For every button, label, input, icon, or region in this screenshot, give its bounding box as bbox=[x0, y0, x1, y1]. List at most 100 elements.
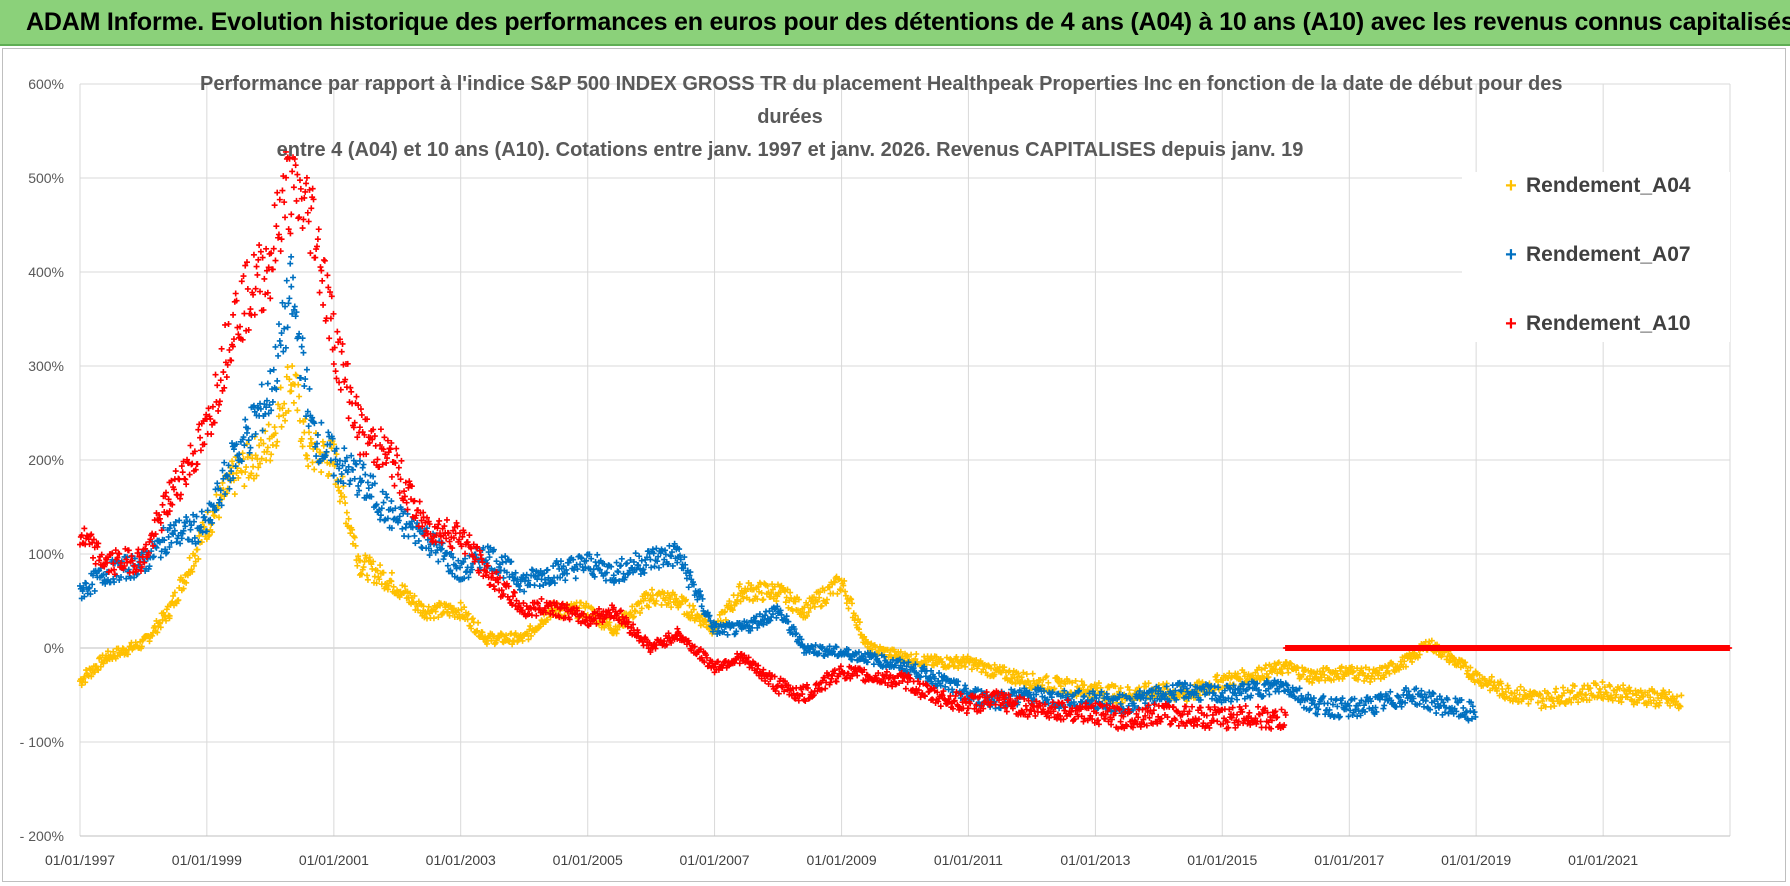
data-point-a04 bbox=[272, 430, 279, 437]
data-point-a04 bbox=[1055, 675, 1062, 682]
data-point-a07 bbox=[1105, 696, 1112, 703]
data-point-a07 bbox=[228, 468, 235, 475]
data-point-a04 bbox=[1579, 686, 1586, 693]
report-banner: ADAM Informe. Evolution historique des p… bbox=[0, 0, 1790, 46]
data-point-a07 bbox=[614, 568, 621, 575]
data-point-a07 bbox=[157, 554, 164, 561]
data-point-a07 bbox=[535, 572, 542, 579]
data-point-a04 bbox=[1014, 677, 1021, 684]
data-point-a04 bbox=[760, 596, 767, 603]
data-point-a04 bbox=[170, 592, 177, 599]
data-point-a07 bbox=[545, 574, 552, 581]
data-point-a07 bbox=[398, 506, 405, 513]
data-point-a04 bbox=[320, 442, 327, 449]
data-point-a10 bbox=[253, 263, 260, 270]
data-point-a10 bbox=[247, 306, 254, 313]
data-point-a04 bbox=[1548, 694, 1555, 701]
data-point-a04 bbox=[390, 583, 397, 590]
data-point-a07 bbox=[929, 680, 936, 687]
data-point-a04 bbox=[1321, 671, 1328, 678]
data-point-a07 bbox=[218, 502, 225, 509]
data-point-a04 bbox=[1330, 676, 1337, 683]
data-point-a04 bbox=[642, 595, 649, 602]
data-point-a07 bbox=[424, 536, 431, 543]
data-point-a04 bbox=[84, 672, 91, 679]
data-point-a07 bbox=[118, 574, 125, 581]
data-point-a07 bbox=[1142, 700, 1149, 707]
data-point-a07 bbox=[433, 541, 440, 548]
data-point-a07 bbox=[588, 555, 595, 562]
data-point-a07 bbox=[452, 562, 459, 569]
data-point-a10 bbox=[220, 369, 227, 376]
data-point-a07 bbox=[761, 616, 768, 623]
data-point-a07 bbox=[525, 577, 532, 584]
data-point-a04 bbox=[376, 576, 383, 583]
data-point-a07 bbox=[572, 575, 579, 582]
data-point-a07 bbox=[327, 441, 334, 448]
data-point-a07 bbox=[77, 582, 83, 589]
data-point-a04 bbox=[1237, 676, 1244, 683]
data-point-a10 bbox=[216, 398, 223, 405]
data-point-a10 bbox=[272, 257, 279, 264]
data-point-a04 bbox=[1587, 685, 1594, 692]
data-point-a07 bbox=[226, 485, 233, 492]
data-point-a10 bbox=[208, 431, 215, 438]
data-point-a07 bbox=[243, 429, 250, 436]
data-point-a07 bbox=[774, 603, 781, 610]
data-point-a07 bbox=[428, 547, 435, 554]
data-point-a04 bbox=[156, 619, 163, 626]
data-point-a07 bbox=[224, 473, 231, 480]
data-point-a04 bbox=[1455, 660, 1462, 667]
data-point-a07 bbox=[173, 539, 180, 546]
data-point-a07 bbox=[480, 544, 487, 551]
data-point-a04 bbox=[1624, 694, 1631, 701]
data-point-a04 bbox=[273, 442, 280, 449]
data-point-a04 bbox=[1117, 685, 1124, 692]
data-point-a04 bbox=[229, 458, 236, 465]
data-point-a07 bbox=[1101, 695, 1108, 702]
data-point-a07 bbox=[435, 558, 442, 565]
data-point-a07 bbox=[555, 561, 562, 568]
data-point-a07 bbox=[80, 584, 87, 591]
data-point-a04 bbox=[855, 626, 862, 633]
data-point-a04 bbox=[1516, 691, 1523, 698]
data-point-a07 bbox=[153, 544, 160, 551]
data-point-a04 bbox=[789, 607, 796, 614]
data-point-a07 bbox=[1049, 689, 1056, 696]
data-point-a07 bbox=[512, 569, 519, 576]
data-point-a10 bbox=[1278, 706, 1285, 713]
data-point-a07 bbox=[697, 592, 704, 599]
data-point-a10 bbox=[538, 595, 545, 602]
data-point-a04 bbox=[826, 584, 833, 591]
data-point-a07 bbox=[111, 579, 118, 586]
data-point-a10 bbox=[334, 328, 341, 335]
data-point-a04 bbox=[1560, 684, 1567, 691]
data-point-a07 bbox=[1183, 685, 1190, 692]
data-point-a04 bbox=[1586, 697, 1593, 704]
data-point-a04 bbox=[662, 594, 669, 601]
data-point-a07 bbox=[329, 435, 336, 442]
data-point-a07 bbox=[457, 564, 464, 571]
data-point-a04 bbox=[690, 602, 697, 609]
data-point-a07 bbox=[162, 546, 169, 553]
data-point-a07 bbox=[937, 682, 944, 689]
data-point-a04 bbox=[1597, 689, 1604, 696]
data-point-a10 bbox=[195, 426, 202, 433]
data-point-a10 bbox=[218, 345, 225, 352]
data-point-a10 bbox=[225, 321, 232, 328]
data-point-a07 bbox=[962, 682, 969, 689]
data-point-a07 bbox=[213, 506, 220, 513]
data-point-a07 bbox=[79, 588, 86, 595]
data-point-a07 bbox=[355, 482, 362, 489]
data-point-a10 bbox=[388, 473, 395, 480]
data-point-a07 bbox=[612, 576, 619, 583]
data-point-a04 bbox=[284, 364, 291, 371]
data-point-a07 bbox=[603, 569, 610, 576]
data-point-a07 bbox=[1117, 700, 1124, 707]
data-point-a04 bbox=[343, 509, 350, 516]
data-point-a04 bbox=[1226, 670, 1233, 677]
data-point-a07 bbox=[191, 534, 198, 541]
data-point-a10 bbox=[273, 223, 280, 230]
data-point-a07 bbox=[266, 401, 273, 408]
data-point-a04 bbox=[1020, 669, 1027, 676]
